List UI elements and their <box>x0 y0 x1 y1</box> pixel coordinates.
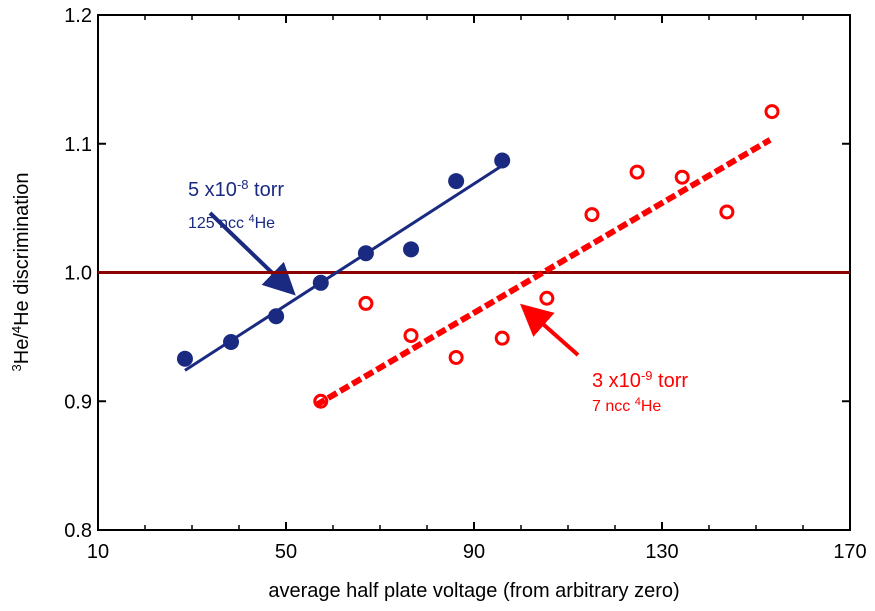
annotation: 7 ncc 4He <box>592 396 661 415</box>
y-tick-label: 0.8 <box>64 520 92 542</box>
annotation: 3 x10-9 torr <box>592 368 688 393</box>
annotation: 125 ncc 4He <box>188 213 275 232</box>
point <box>313 393 329 409</box>
arrow <box>208 211 296 296</box>
point <box>494 152 511 169</box>
point <box>448 173 465 190</box>
y-tick-label: 1.0 <box>64 263 92 285</box>
x-tick-label: 90 <box>463 541 485 563</box>
fit-line <box>314 137 772 408</box>
point <box>719 204 735 220</box>
point <box>584 207 600 223</box>
point <box>268 308 285 325</box>
point <box>629 164 645 180</box>
point <box>448 349 464 365</box>
point <box>674 169 690 185</box>
y-tick-label: 1.2 <box>64 5 92 27</box>
point <box>312 274 329 291</box>
point <box>494 330 510 346</box>
point <box>223 334 240 351</box>
y-axis-label: 3He/4He discrimination <box>9 173 34 372</box>
y-tick-label: 0.9 <box>64 391 92 413</box>
y-tick-label: 1.1 <box>64 134 92 156</box>
x-tick-label: 170 <box>833 541 866 563</box>
point <box>403 241 420 258</box>
point <box>358 295 374 311</box>
point <box>176 350 193 367</box>
fit-line <box>184 164 504 372</box>
x-tick-label: 10 <box>87 541 109 563</box>
annotation: 5 x10-8 torr <box>188 177 284 202</box>
x-tick-label: 50 <box>275 541 297 563</box>
point <box>357 245 374 262</box>
point <box>403 328 419 344</box>
point <box>539 290 555 306</box>
x-tick-label: 130 <box>645 541 678 563</box>
x-axis-label: average half plate voltage (from arbitra… <box>268 580 679 602</box>
point <box>764 104 780 120</box>
arrow <box>520 303 580 357</box>
